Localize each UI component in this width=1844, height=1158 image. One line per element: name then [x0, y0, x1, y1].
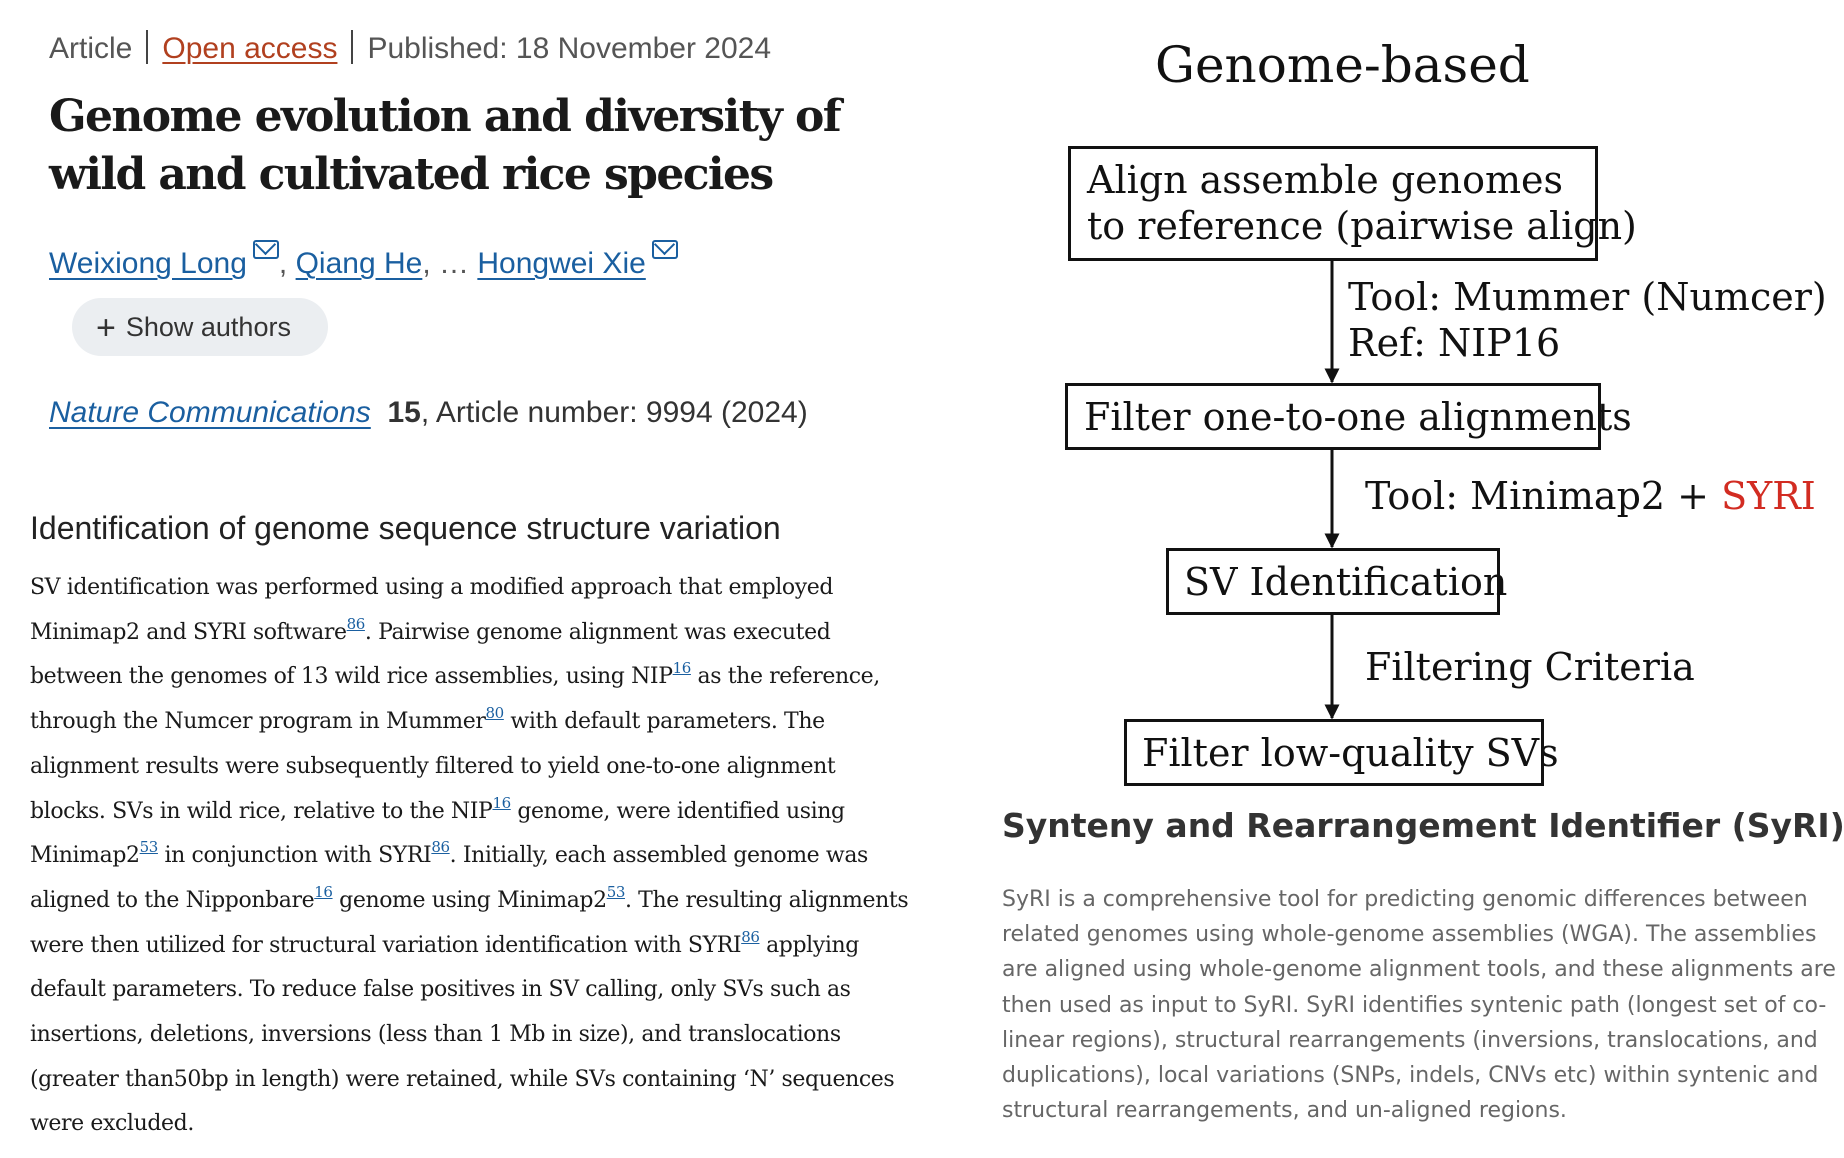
- reference-link[interactable]: 86: [431, 838, 450, 857]
- journal-link[interactable]: Nature Communications: [49, 396, 371, 429]
- box-line: Align assemble genomes: [1087, 158, 1564, 202]
- step-line: Tool: Mummer (Numcer): [1348, 275, 1827, 319]
- published-date: Published: 18 November 2024: [367, 32, 772, 65]
- flowchart-arrows: [1324, 261, 1340, 720]
- email-icon[interactable]: [651, 240, 678, 259]
- article-number: , Article number: 9994 (2024): [420, 396, 808, 429]
- reference-link[interactable]: 86: [346, 614, 366, 633]
- author-link-hongwei-xie[interactable]: Hongwei Xie: [477, 247, 646, 280]
- plus-icon: +: [96, 309, 116, 347]
- methods-paragraph: SV identification was performed using a …: [30, 566, 910, 1147]
- step-label-filtering: Filtering Criteria: [1365, 645, 1695, 689]
- text-run: applying default parameters. To reduce f…: [30, 932, 895, 1137]
- article-meta: Article Open access Published: 18 November…: [49, 30, 771, 66]
- flow-box-filter-alignments: Filter one-to-one alignments: [1065, 383, 1632, 450]
- author-link-weixiong-long[interactable]: Weixiong Long: [49, 247, 247, 280]
- text-run: with default parameters. The alignment r…: [30, 709, 836, 824]
- show-authors-label: Show authors: [125, 312, 291, 342]
- flowchart-title: Genome-based: [1155, 36, 1530, 94]
- author-list: Weixiong Long, Qiang He, … Hongwei Xie: [49, 240, 678, 281]
- reference-link[interactable]: 16: [314, 882, 333, 901]
- divider: [146, 30, 149, 64]
- flow-box-align: Align assemble genomes to reference (pai…: [1068, 146, 1637, 261]
- syri-highlight: SYRI: [1721, 474, 1816, 518]
- reference-link[interactable]: 80: [485, 704, 505, 723]
- author-link-qiang-he[interactable]: Qiang He: [295, 247, 423, 280]
- reference-link[interactable]: 16: [672, 659, 692, 678]
- volume: 15: [387, 396, 421, 429]
- flow-box-filter-svs: Filter low-quality SVs: [1124, 719, 1559, 786]
- text-run: genome, were identified using Minimap2: [30, 798, 845, 869]
- text-run: . Pairwise genome alignment was executed…: [30, 619, 831, 690]
- text-run: . The resulting alignments were then uti…: [30, 887, 909, 958]
- reference-link[interactable]: 16: [492, 793, 511, 812]
- email-icon[interactable]: [252, 240, 279, 259]
- flow-box-sv-identification: SV Identification: [1166, 548, 1507, 615]
- citation-line: Nature Communications 15, Article number…: [49, 396, 808, 430]
- text-run: in conjunction with SYRI: [157, 843, 432, 869]
- reference-link[interactable]: 53: [139, 838, 159, 857]
- open-access-link[interactable]: Open access: [162, 32, 338, 65]
- text-run: SV identification was performed using a …: [30, 575, 834, 645]
- divider: [351, 30, 354, 64]
- syri-heading: Synteny and Rearrangement Identifier (Sy…: [1002, 806, 1844, 845]
- show-authors-button[interactable]: + Show authors: [72, 298, 328, 356]
- text-run: genome using Minimap2: [332, 887, 607, 913]
- syri-description: SyRI is a comprehensive tool for predict…: [1002, 887, 1836, 1124]
- box-line: to reference (pairwise align): [1087, 204, 1637, 248]
- section-heading: Identification of genome sequence struct…: [30, 510, 781, 546]
- step-label-mummer: Tool: Mummer (Numcer) Ref: NIP16: [1348, 274, 1827, 366]
- article-title: Genome evolution and diversity of wild a…: [49, 91, 842, 200]
- article-type: Article: [49, 32, 133, 65]
- reference-link[interactable]: 86: [741, 927, 760, 946]
- reference-link[interactable]: 53: [606, 882, 626, 901]
- authors-ellipsis: …: [439, 247, 470, 280]
- text-run: . Initially, each assembled genome was a…: [30, 843, 868, 913]
- step-label-minimap: Tool: Minimap2 + SYRI: [1365, 473, 1816, 519]
- step-line: Ref: NIP16: [1348, 321, 1561, 365]
- step-text: Tool: Minimap2 +: [1365, 474, 1722, 518]
- text-run: as the reference, through the Numcer pro…: [30, 664, 880, 735]
